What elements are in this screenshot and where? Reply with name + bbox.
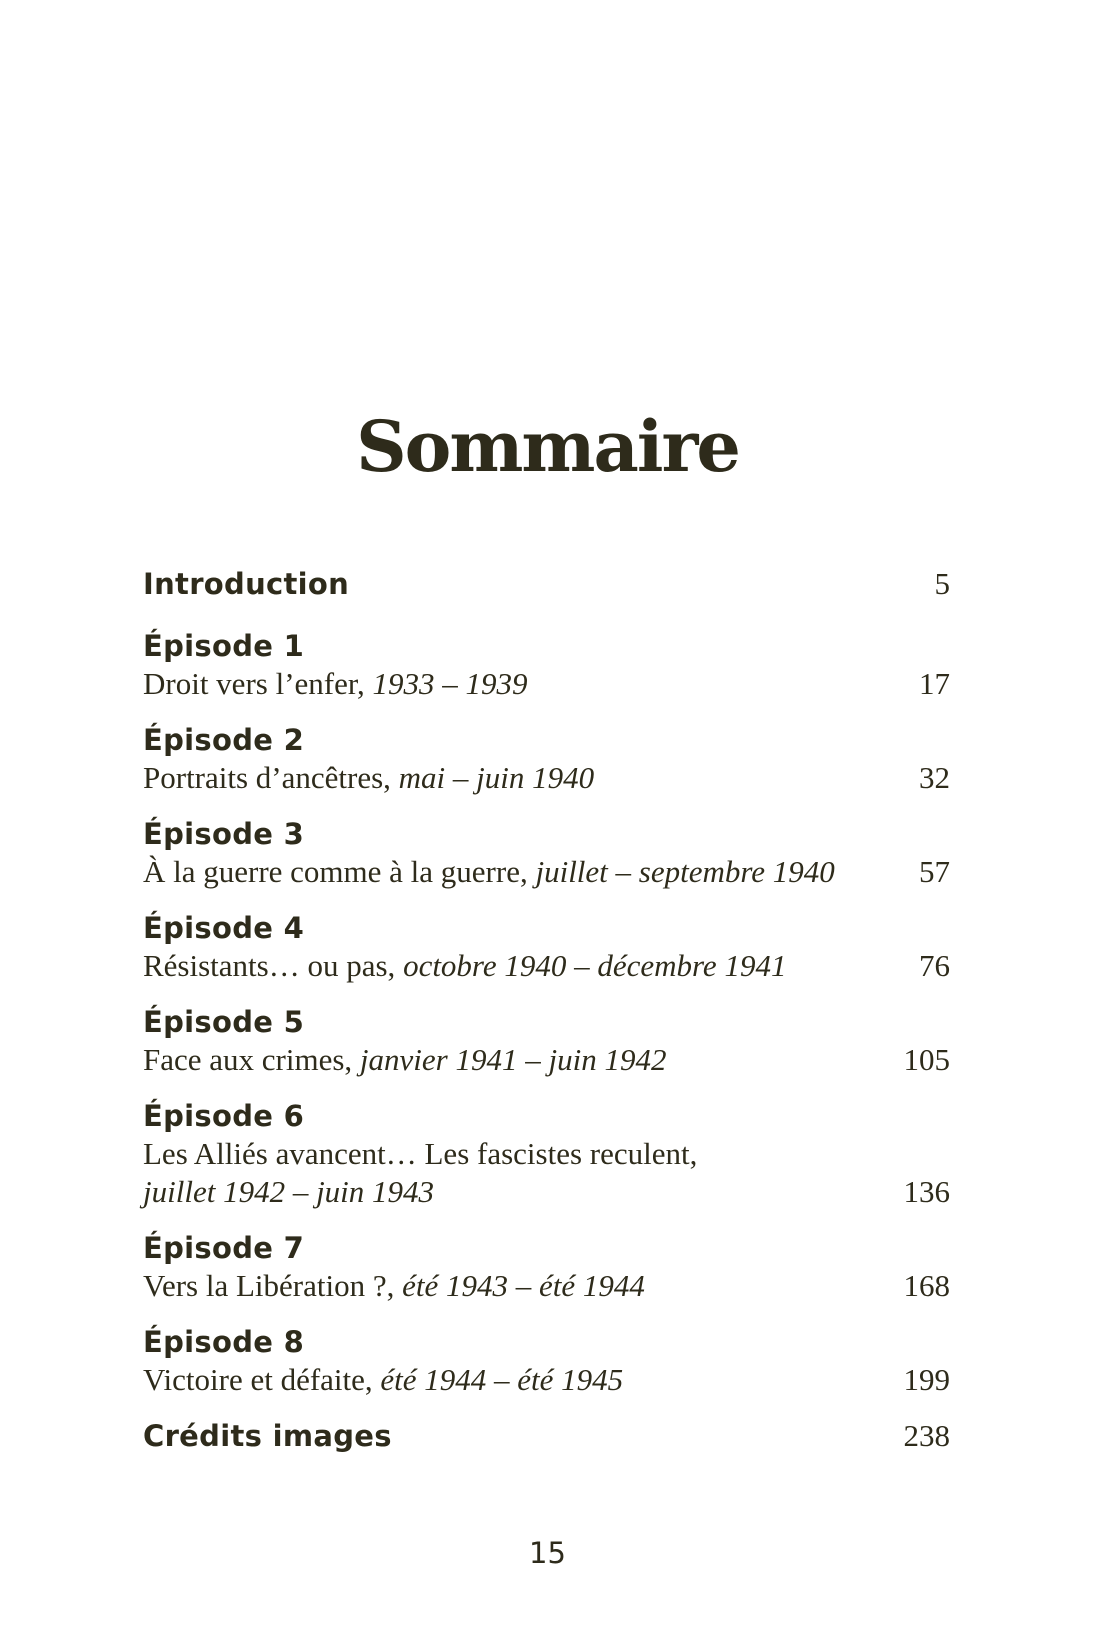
episode-subtitle: À la guerre comme à la guerre, juillet –… bbox=[143, 853, 835, 891]
subtitle-dates: mai – juin 1940 bbox=[398, 760, 595, 795]
entry-label: Crédits images bbox=[143, 1419, 392, 1453]
subtitle-text: Vers la Libération ?, bbox=[143, 1268, 403, 1303]
page-number: 57 bbox=[919, 854, 950, 889]
page-number: 5 bbox=[934, 566, 951, 601]
episode-subtitle-line2: juillet 1942 – juin 1943 bbox=[143, 1173, 434, 1211]
page-number: 238 bbox=[903, 1418, 951, 1453]
toc-entry-episode-5: Épisode 5 Face aux crimes, janvier 1941 … bbox=[143, 1003, 950, 1079]
subtitle-text: Portraits d’ancêtres, bbox=[143, 760, 399, 795]
episode-subtitle: Résistants… ou pas, octobre 1940 – décem… bbox=[143, 947, 786, 985]
subtitle-dates: juillet – septembre 1940 bbox=[535, 854, 835, 889]
subtitle-text: Droit vers l’enfer, bbox=[143, 666, 373, 701]
page-number: 32 bbox=[919, 760, 950, 795]
toc-entry-episode-4: Épisode 4 Résistants… ou pas, octobre 19… bbox=[143, 909, 950, 985]
episode-subtitle: Vers la Libération ?, été 1943 – été 194… bbox=[143, 1267, 645, 1305]
episode-subtitle: Portraits d’ancêtres, mai – juin 1940 bbox=[143, 759, 594, 797]
page-number: 105 bbox=[903, 1042, 951, 1077]
episode-heading: Épisode 8 bbox=[143, 1325, 305, 1359]
episode-subtitle: Droit vers l’enfer, 1933 – 1939 bbox=[143, 665, 527, 703]
toc-entry-episode-6: Épisode 6 Les Alliés avancent… Les fasci… bbox=[143, 1097, 950, 1211]
subtitle-dates: octobre 1940 – décembre 1941 bbox=[403, 948, 787, 983]
episode-subtitle: Face aux crimes, janvier 1941 – juin 194… bbox=[143, 1041, 666, 1079]
toc-entry-episode-3: Épisode 3 À la guerre comme à la guerre,… bbox=[143, 815, 950, 891]
page-number: 136 bbox=[903, 1174, 951, 1209]
episode-heading: Épisode 5 bbox=[143, 1005, 305, 1039]
subtitle-text: Victoire et défaite, bbox=[143, 1362, 381, 1397]
page-number: 17 bbox=[919, 666, 950, 701]
toc-entry-episode-2: Épisode 2 Portraits d’ancêtres, mai – ju… bbox=[143, 721, 950, 797]
toc-entry-introduction: Introduction 5 bbox=[143, 565, 950, 603]
episode-heading: Épisode 3 bbox=[143, 817, 305, 851]
episode-heading: Épisode 4 bbox=[143, 911, 305, 945]
subtitle-text: Résistants… ou pas, bbox=[143, 948, 404, 983]
page-number: 168 bbox=[903, 1268, 951, 1303]
episode-heading: Épisode 7 bbox=[143, 1231, 305, 1265]
subtitle-dates: janvier 1941 – juin 1942 bbox=[359, 1042, 667, 1077]
toc-entry-episode-1: Épisode 1 Droit vers l’enfer, 1933 – 193… bbox=[143, 627, 950, 703]
toc-entry-episode-8: Épisode 8 Victoire et défaite, été 1944 … bbox=[143, 1323, 950, 1399]
toc-entry-credits: Crédits images 238 bbox=[143, 1417, 950, 1455]
episode-subtitle-line1: Les Alliés avancent… Les fascistes recul… bbox=[143, 1136, 698, 1171]
toc-entry-episode-7: Épisode 7 Vers la Libération ?, été 1943… bbox=[143, 1229, 950, 1305]
episode-heading: Épisode 6 bbox=[143, 1099, 305, 1133]
page-number: 199 bbox=[903, 1362, 951, 1397]
entry-label: Introduction bbox=[143, 567, 350, 601]
subtitle-dates: juillet 1942 – juin 1943 bbox=[143, 1174, 435, 1209]
episode-subtitle: Victoire et défaite, été 1944 – été 1945 bbox=[143, 1361, 623, 1399]
folio-page-number: 15 bbox=[529, 1536, 566, 1570]
subtitle-text: Face aux crimes, bbox=[143, 1042, 360, 1077]
episode-heading: Épisode 2 bbox=[143, 723, 305, 757]
page-title: Sommaire bbox=[356, 405, 741, 488]
subtitle-dates: été 1943 – été 1944 bbox=[402, 1268, 645, 1303]
subtitle-dates: 1933 – 1939 bbox=[372, 666, 528, 701]
subtitle-text: À la guerre comme à la guerre, bbox=[143, 854, 536, 889]
page-number: 76 bbox=[919, 948, 950, 983]
subtitle-dates: été 1944 – été 1945 bbox=[380, 1362, 624, 1397]
episode-heading: Épisode 1 bbox=[143, 629, 305, 663]
table-of-contents: Introduction 5 Épisode 1 Droit vers l’en… bbox=[143, 565, 950, 1455]
